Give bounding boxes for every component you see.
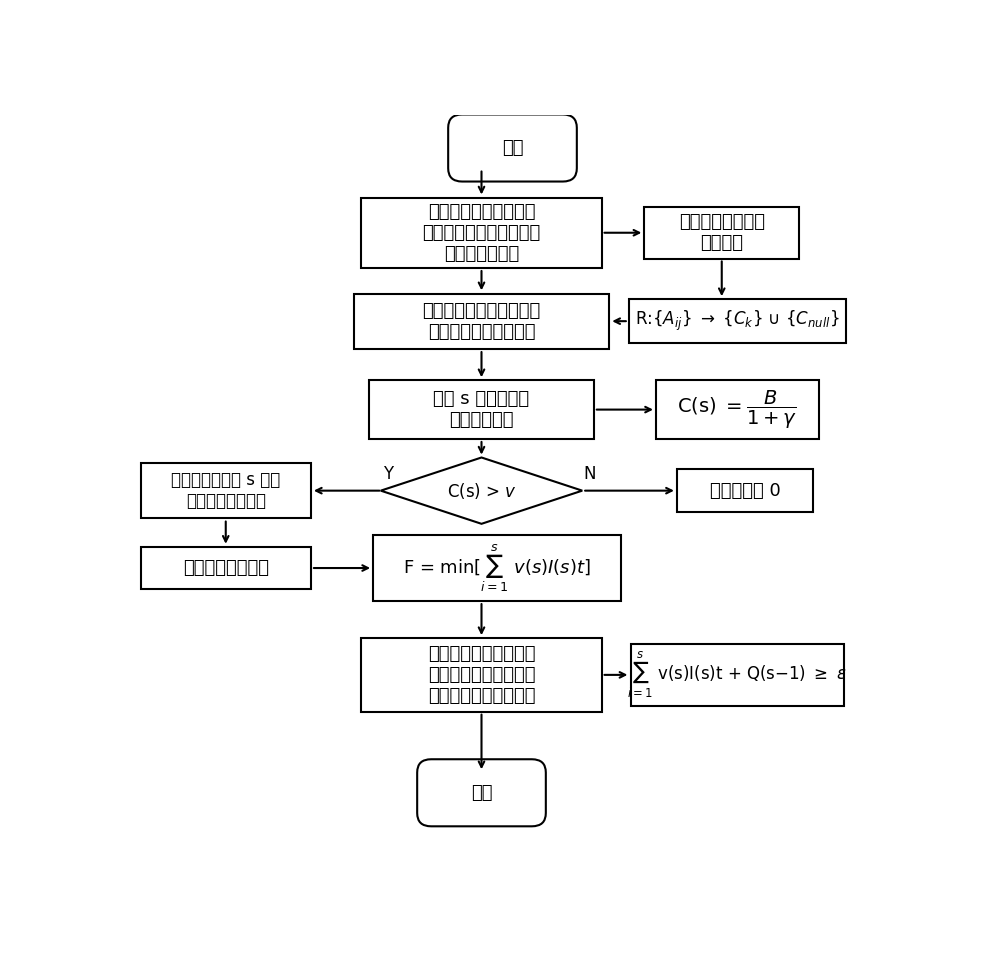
Bar [361,198,602,268]
Text: Y: Y [383,465,394,483]
Bar [140,463,311,519]
Text: F = min[$\sum_{i=1}^{s}$ $v(s)I(s)t$]: F = min[$\sum_{i=1}^{s}$ $v(s)I(s)t$] [403,543,591,593]
Text: C(s) $= \dfrac{B}{1+\gamma}$: C(s) $= \dfrac{B}{1+\gamma}$ [677,389,797,431]
Bar [140,546,311,590]
Bar [369,380,594,439]
Text: $\sum_{i=1}^{s}$ v(s)I(s)t + Q(s$-$1) $\geq$ $\varepsilon$: $\sum_{i=1}^{s}$ v(s)I(s)t + Q(s$-$1) $\… [627,650,847,700]
Bar [373,535,621,601]
Bar [629,299,846,344]
Text: 利用信噪比来表示接收方
在每个信道的状态信息: 利用信噪比来表示接收方 在每个信道的状态信息 [422,301,541,341]
Text: 遍历所有用户集，选择
能使下一时隙内所有用
户传送最快的组播速率: 遍历所有用户集，选择 能使下一时隙内所有用 户传送最快的组播速率 [428,645,535,704]
Text: N: N [584,465,596,483]
Text: 开始: 开始 [502,139,523,157]
Text: 优化的目标函数为: 优化的目标函数为 [183,559,269,577]
Text: 结束: 结束 [471,784,492,802]
Text: 视频编码映射到各
共享信道: 视频编码映射到各 共享信道 [679,213,765,252]
Text: 状态信息为 0: 状态信息为 0 [710,481,780,500]
FancyBboxPatch shape [448,115,577,182]
Text: 时隙 s 内的信道最
大传送速率为: 时隙 s 内的信道最 大传送速率为 [433,390,530,429]
Bar [644,207,799,258]
Bar [361,638,602,712]
Bar [656,380,819,439]
Bar [631,643,844,706]
Text: R:{$A_{ij}$} $\rightarrow$ {$C_k$} $\cup$ {$C_{null}$}: R:{$A_{ij}$} $\rightarrow$ {$C_k$} $\cup… [635,309,840,333]
Bar [677,469,813,512]
Text: C(s) > $v$: C(s) > $v$ [447,480,516,501]
Text: 用户可以在时隙 s 内获
得信道的状态信息: 用户可以在时隙 s 内获 得信道的状态信息 [171,471,280,510]
Polygon shape [381,457,582,523]
Text: 将发送方分为不同层进
行发送，通过接收方的反
馈调整发送速率: 将发送方分为不同层进 行发送，通过接收方的反 馈调整发送速率 [422,203,541,262]
FancyBboxPatch shape [417,759,546,826]
Bar [354,294,609,348]
